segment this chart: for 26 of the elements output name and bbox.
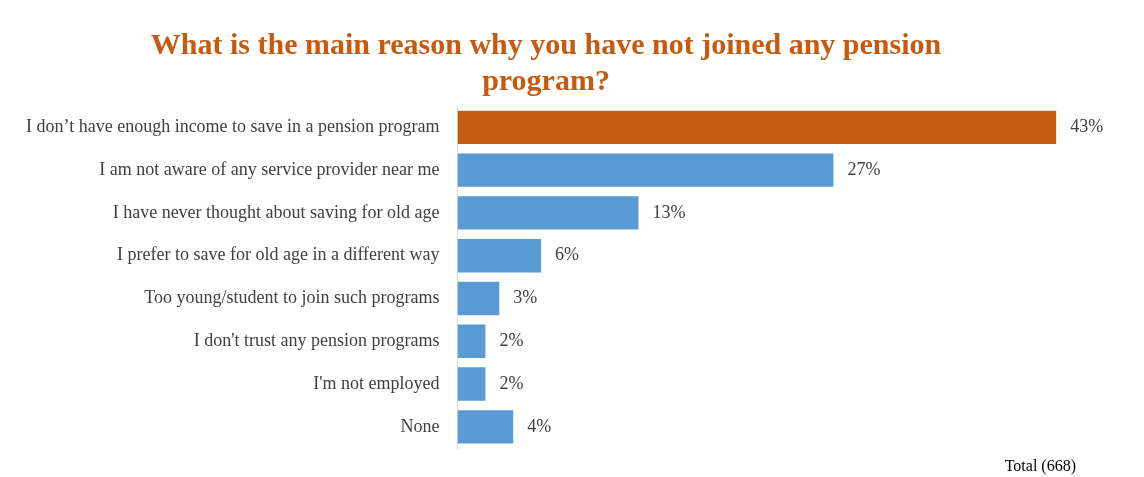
y-tick-label: I am not aware of any service provider near me xyxy=(99,158,440,179)
chart-title: What is the main reason why you have not joined any pension program? xyxy=(150,26,942,96)
data-label: 3% xyxy=(513,287,538,308)
data-label: 4% xyxy=(527,415,552,436)
data-label: 43% xyxy=(1070,116,1104,137)
y-tick-label: I have never thought about saving for old age xyxy=(112,201,440,222)
data-label: 6% xyxy=(555,244,580,265)
data-label: 2% xyxy=(499,372,524,393)
bar xyxy=(457,239,542,273)
y-tick-label: I don’t have enough income to save in a pension program xyxy=(26,116,440,137)
y-tick-label: I don't trust any pension programs xyxy=(193,330,440,350)
data-label: 27% xyxy=(847,158,881,179)
bar xyxy=(457,153,834,187)
y-tick-label: I prefer to save for old age in a different way xyxy=(117,244,440,265)
bar xyxy=(457,324,486,358)
y-tick-label: I'm not employed xyxy=(313,372,440,393)
text: Total (668) xyxy=(1004,457,1076,476)
data-label: 2% xyxy=(499,330,524,350)
bar xyxy=(457,196,639,230)
bar xyxy=(457,110,1057,145)
y-tick-label: Too young/student to join such programs xyxy=(144,287,440,308)
y-tick-label: None xyxy=(400,415,440,436)
data-label: 13% xyxy=(652,201,686,222)
bar xyxy=(457,367,486,401)
bar xyxy=(457,281,500,316)
bar xyxy=(457,410,514,444)
